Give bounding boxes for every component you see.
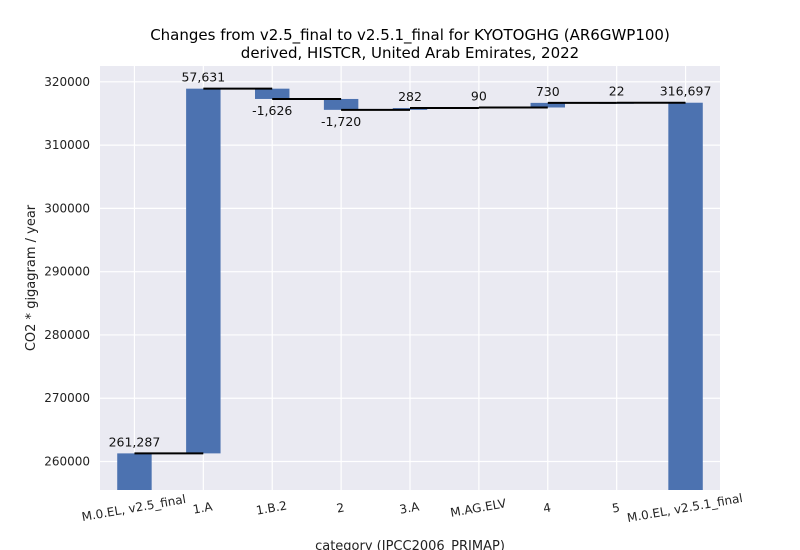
bar [668,102,703,491]
y-tick-label: 280000 [44,328,90,342]
bars [117,88,703,491]
bar [255,88,290,99]
bar [117,453,152,490]
bar [186,88,221,454]
x-tick-label: M.0.EL, v2.5_final [81,492,187,524]
data-label: 316,697 [660,84,712,99]
data-label: 730 [536,84,560,99]
data-label: -1,626 [252,103,292,118]
y-axis-label: CO2 * gigagram / year [24,204,39,351]
x-tick-label: 4 [542,501,552,516]
data-label: 282 [398,89,422,104]
x-axis-ticks: M.0.EL, v2.5_final 1.A 1.B.2 2 3.A M.AG.ELV 4 5… [81,491,744,525]
x-tick-label: 3.A [398,499,421,516]
y-axis-ticks: 260000 270000 280000 290000 300000 310000 3200… [44,75,90,469]
x-tick-label: 5 [611,501,621,516]
x-tick-label: M.0.EL, v2.5.1_final [626,491,744,525]
x-tick-label: 1.B.2 [255,498,288,517]
x-tick-label: 1.A [192,499,215,516]
bar [323,98,359,110]
data-label: 90 [471,88,487,103]
x-tick-label: M.AG.ELV [449,496,508,520]
y-tick-label: 270000 [44,391,90,405]
chart-subtitle: derived, HISTCR, United Arab Emirates, 2… [241,44,579,62]
chart-title: Changes from v2.5_final to v2.5.1_final … [150,26,670,45]
data-label: -1,720 [321,114,361,129]
connector-lines [134,87,686,455]
data-labels: 261,287 57,631 -1,626 -1,720 282 90 730 22 316,6… [109,70,712,450]
data-label: 57,631 [181,70,225,85]
y-tick-label: 300000 [44,201,90,215]
x-tick-label: 2 [335,501,345,516]
y-tick-label: 290000 [44,265,90,279]
bar [530,102,565,108]
data-label: 22 [609,84,625,99]
x-axis-label: category (IPCC2006_PRIMAP) [315,539,505,550]
y-tick-label: 310000 [44,138,90,152]
y-tick-label: 260000 [44,455,90,469]
y-tick-label: 320000 [44,75,90,89]
data-label: 261,287 [109,434,161,449]
